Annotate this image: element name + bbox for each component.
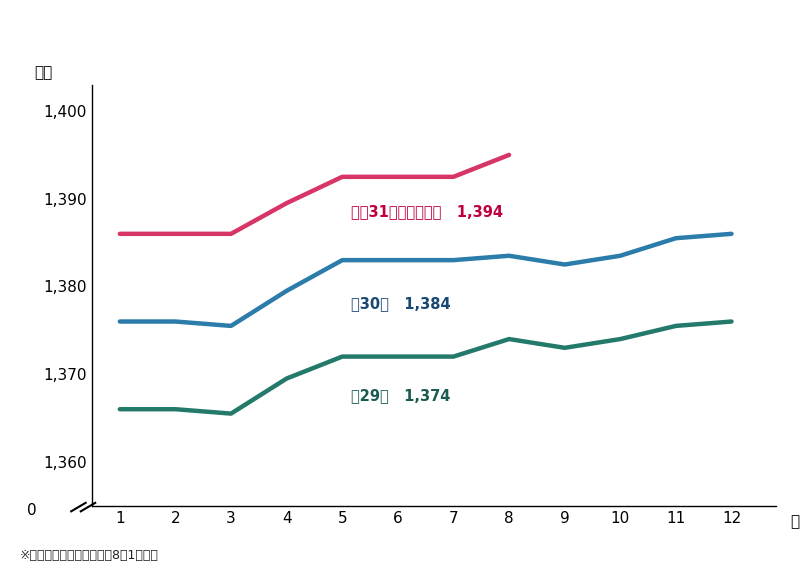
Text: 0: 0 (26, 502, 36, 518)
Text: 月: 月 (790, 515, 799, 529)
Text: 万人: 万人 (34, 66, 52, 81)
Text: 年29年   1,374: 年29年 1,374 (350, 389, 450, 403)
Text: 平成31年・令和元年   1,394: 平成31年・令和元年 1,394 (350, 205, 502, 219)
Text: 年30年   1,384: 年30年 1,384 (350, 297, 450, 311)
Text: ※グラフ中の数値は、各年8月1日現在: ※グラフ中の数値は、各年8月1日現在 (20, 549, 159, 562)
Text: 総人口（推計）の月別推移（平成29～31年・令和元年）: 総人口（推計）の月別推移（平成29～31年・令和元年） (222, 32, 578, 53)
